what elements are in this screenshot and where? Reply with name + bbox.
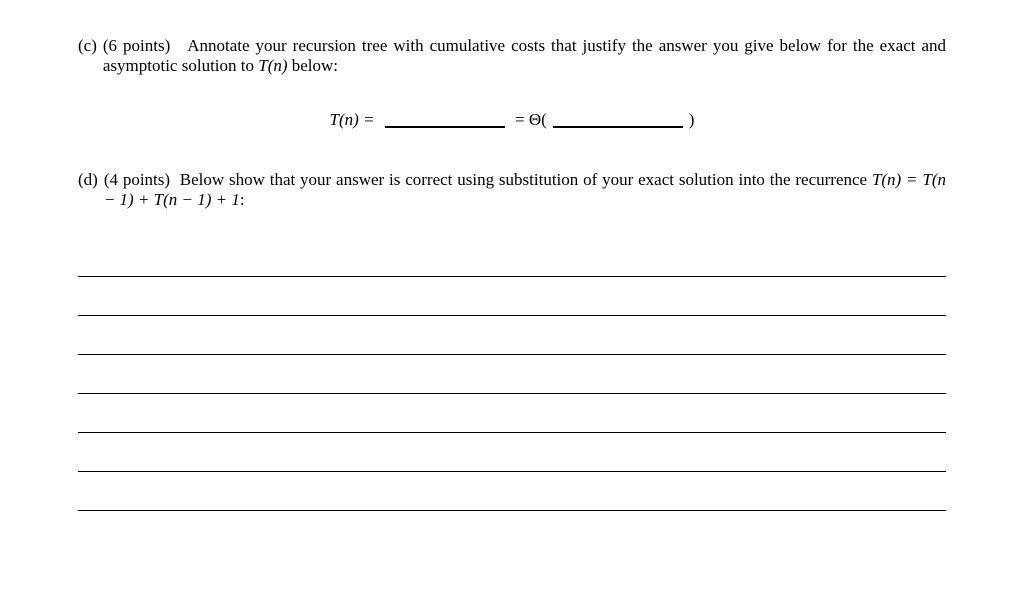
answer-line[interactable] (78, 478, 946, 511)
part-c-points: (6 points) (103, 36, 170, 55)
part-d-text-lead: Below show that your answer is correct u… (180, 170, 872, 189)
part-c-body: (6 points) Annotate your recursion tree … (103, 36, 946, 76)
part-c-tn: T(n) (258, 56, 287, 75)
equation-line: T(n) = = Θ() (78, 110, 946, 130)
answer-line[interactable] (78, 244, 946, 277)
part-d-points: (4 points) (104, 170, 170, 189)
answer-line[interactable] (78, 361, 946, 394)
part-c-text-lead: Annotate your recursion tree with cumula… (103, 36, 946, 75)
page: (c) (6 points) Annotate your recursion t… (0, 0, 1024, 511)
answer-area (78, 244, 946, 511)
part-d-colon: : (240, 190, 245, 209)
part-d: (d) (4 points) Below show that your answ… (78, 170, 946, 210)
eq-mid: = Θ( (515, 110, 547, 129)
answer-line[interactable] (78, 322, 946, 355)
part-c-text-trail: below: (288, 56, 339, 75)
answer-line[interactable] (78, 283, 946, 316)
part-c-label: (c) (78, 36, 103, 76)
eq-lhs: T(n) = (330, 110, 375, 129)
eq-blank-asymptotic[interactable] (553, 126, 683, 128)
part-c: (c) (6 points) Annotate your recursion t… (78, 36, 946, 76)
eq-blank-exact[interactable] (385, 126, 505, 128)
part-d-label: (d) (78, 170, 104, 210)
answer-line[interactable] (78, 439, 946, 472)
part-d-body: (4 points) Below show that your answer i… (104, 170, 946, 210)
eq-rparen: ) (689, 110, 695, 129)
answer-line[interactable] (78, 400, 946, 433)
